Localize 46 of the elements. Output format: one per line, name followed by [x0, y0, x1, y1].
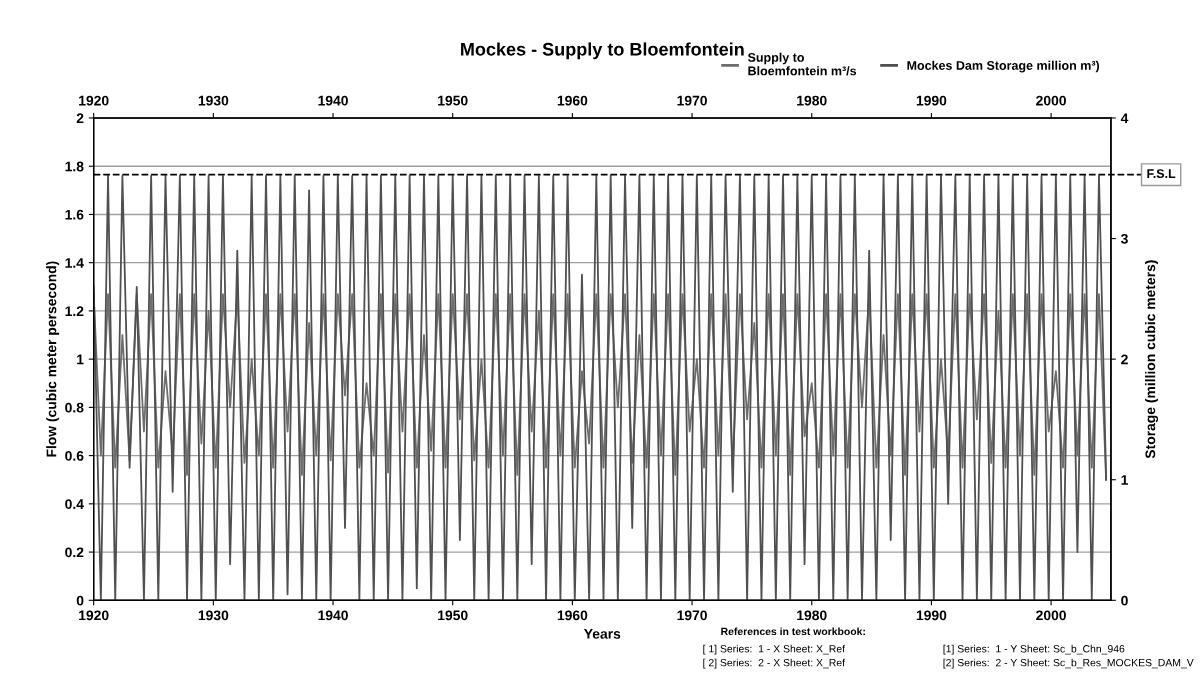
y-tick-label: 0.6 [65, 450, 84, 461]
text: [2] Series: 2 - Y Sheet: Sc_b_Res_MOCKES_DAM_V [943, 658, 1194, 669]
legend-label: Mockes Dam Storage million m³) [907, 60, 1100, 73]
y2-tick-label: 2 [1121, 354, 1128, 365]
y-tick-label: 0.8 [65, 402, 84, 413]
x-tick-label: 1960 [557, 610, 588, 621]
y2-tick-label: 4 [1120, 113, 1129, 124]
x2-tick-label: 1930 [198, 95, 229, 106]
x-axis-title: Years [584, 629, 621, 639]
y-tick-label: 1.2 [65, 306, 84, 316]
x-tick-label: 1940 [318, 610, 348, 621]
y2-tick-label: 3 [1120, 233, 1128, 244]
y-tick-label: 1.6 [65, 209, 84, 220]
legend-label: Supply to Bloemfontein m³/s [747, 52, 857, 76]
y-tick-label: 0 [76, 595, 84, 606]
text: [1] Series: 1 - Y Sheet: Sc_b_Chn_946 [943, 644, 1125, 655]
y-tick-label: 1 [77, 354, 84, 365]
y-tick-label: 1.4 [65, 258, 84, 268]
x2-tick-label: 1940 [318, 95, 348, 106]
chart-title: Mockes - Supply to Bloemfontein [461, 42, 744, 60]
y2-axis-title: Storage (million cubic meters) [1145, 260, 1159, 459]
y-tick-label: 0.2 [65, 547, 84, 558]
y2-tick-label: 1 [1121, 475, 1128, 485]
ref-line-label: F.S.L [1147, 169, 1176, 179]
x-tick-label: 1920 [79, 610, 109, 621]
x2-tick-label: 1990 [916, 95, 947, 106]
x-tick-label: 2000 [1036, 610, 1066, 621]
text: References in test workbook: [721, 627, 865, 636]
x-tick-label: 1950 [438, 610, 468, 621]
x2-tick-label: 1960 [557, 95, 588, 106]
text: [ 2] Series: 2 - X Sheet: X_Ref [703, 658, 846, 669]
text: [ 1] Series: 1 - X Sheet: X_Ref [703, 644, 846, 655]
y-tick-label: 2 [76, 113, 84, 124]
y-axis-title: Flow (cubic meter persecond) [46, 261, 60, 457]
x2-tick-label: 1980 [797, 95, 827, 106]
x-tick-label: 1980 [797, 610, 827, 621]
x2-tick-label: 1970 [677, 95, 707, 106]
x2-tick-label: 1950 [438, 95, 468, 106]
x2-tick-label: 2000 [1036, 95, 1066, 106]
x-tick-label: 1990 [916, 610, 947, 621]
x-tick-label: 1930 [198, 610, 229, 621]
y-tick-label: 0.4 [65, 499, 84, 510]
y-tick-label: 1.8 [65, 161, 84, 172]
y2-tick-label: 0 [1121, 595, 1128, 606]
x2-tick-label: 1920 [79, 95, 109, 106]
x-tick-label: 1970 [677, 610, 707, 621]
